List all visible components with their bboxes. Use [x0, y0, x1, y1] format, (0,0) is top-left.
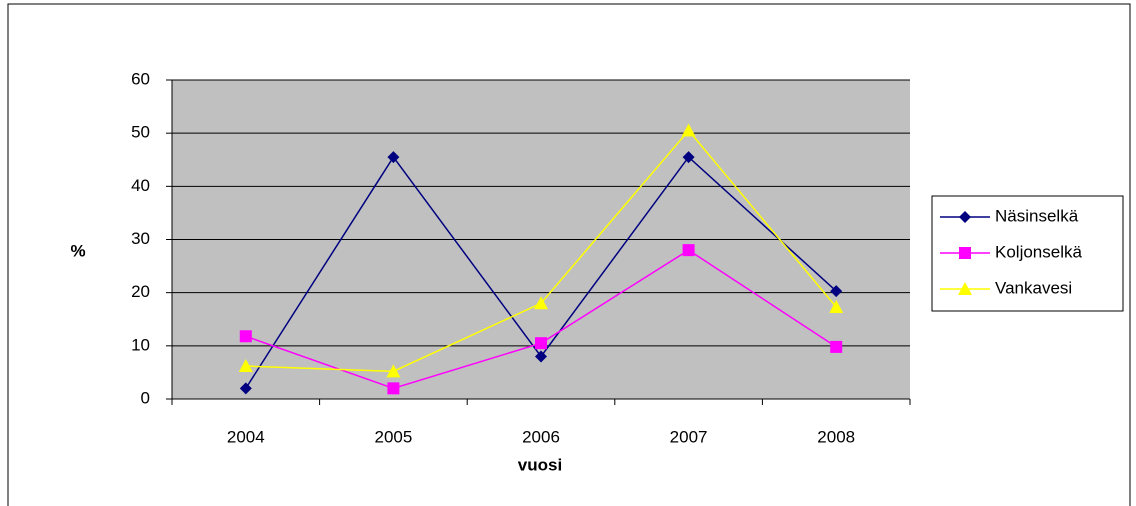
y-tick-label: 60 — [131, 69, 150, 88]
point — [830, 285, 843, 298]
x-tick-label: 2006 — [522, 427, 560, 446]
point — [535, 350, 547, 363]
y-tick-label: 20 — [131, 282, 150, 301]
point — [535, 337, 547, 350]
y-tick-label: 50 — [131, 123, 150, 142]
y-tick-label: 0 — [141, 388, 150, 407]
point — [682, 244, 695, 257]
legend-marker — [959, 247, 971, 259]
y-tick-label: 10 — [131, 335, 150, 354]
legend-marker — [959, 211, 971, 223]
point — [387, 382, 400, 395]
legend-label: Koljonselkä — [995, 242, 1082, 261]
point — [239, 330, 252, 343]
point — [386, 364, 401, 378]
point — [239, 382, 252, 395]
x-tick-label: 2005 — [374, 427, 412, 446]
point — [534, 296, 548, 310]
point — [387, 151, 400, 164]
legend-marker — [958, 282, 972, 295]
y-axis-label: % — [70, 241, 85, 260]
x-tick-label: 2008 — [817, 427, 855, 446]
point — [682, 151, 695, 164]
x-tick-label: 2007 — [670, 427, 708, 446]
legend-label: Näsinselkä — [995, 206, 1079, 225]
point — [681, 123, 696, 137]
legend-label: Vankavesi — [995, 278, 1072, 297]
y-tick-label: 30 — [131, 229, 150, 248]
chart-border — [7, 3, 1131, 506]
x-axis-label: vuosi — [518, 455, 562, 474]
x-tick-label: 2004 — [227, 427, 265, 446]
point — [830, 340, 843, 353]
y-tick-label: 40 — [131, 176, 150, 195]
point — [829, 300, 844, 314]
point — [238, 359, 253, 373]
